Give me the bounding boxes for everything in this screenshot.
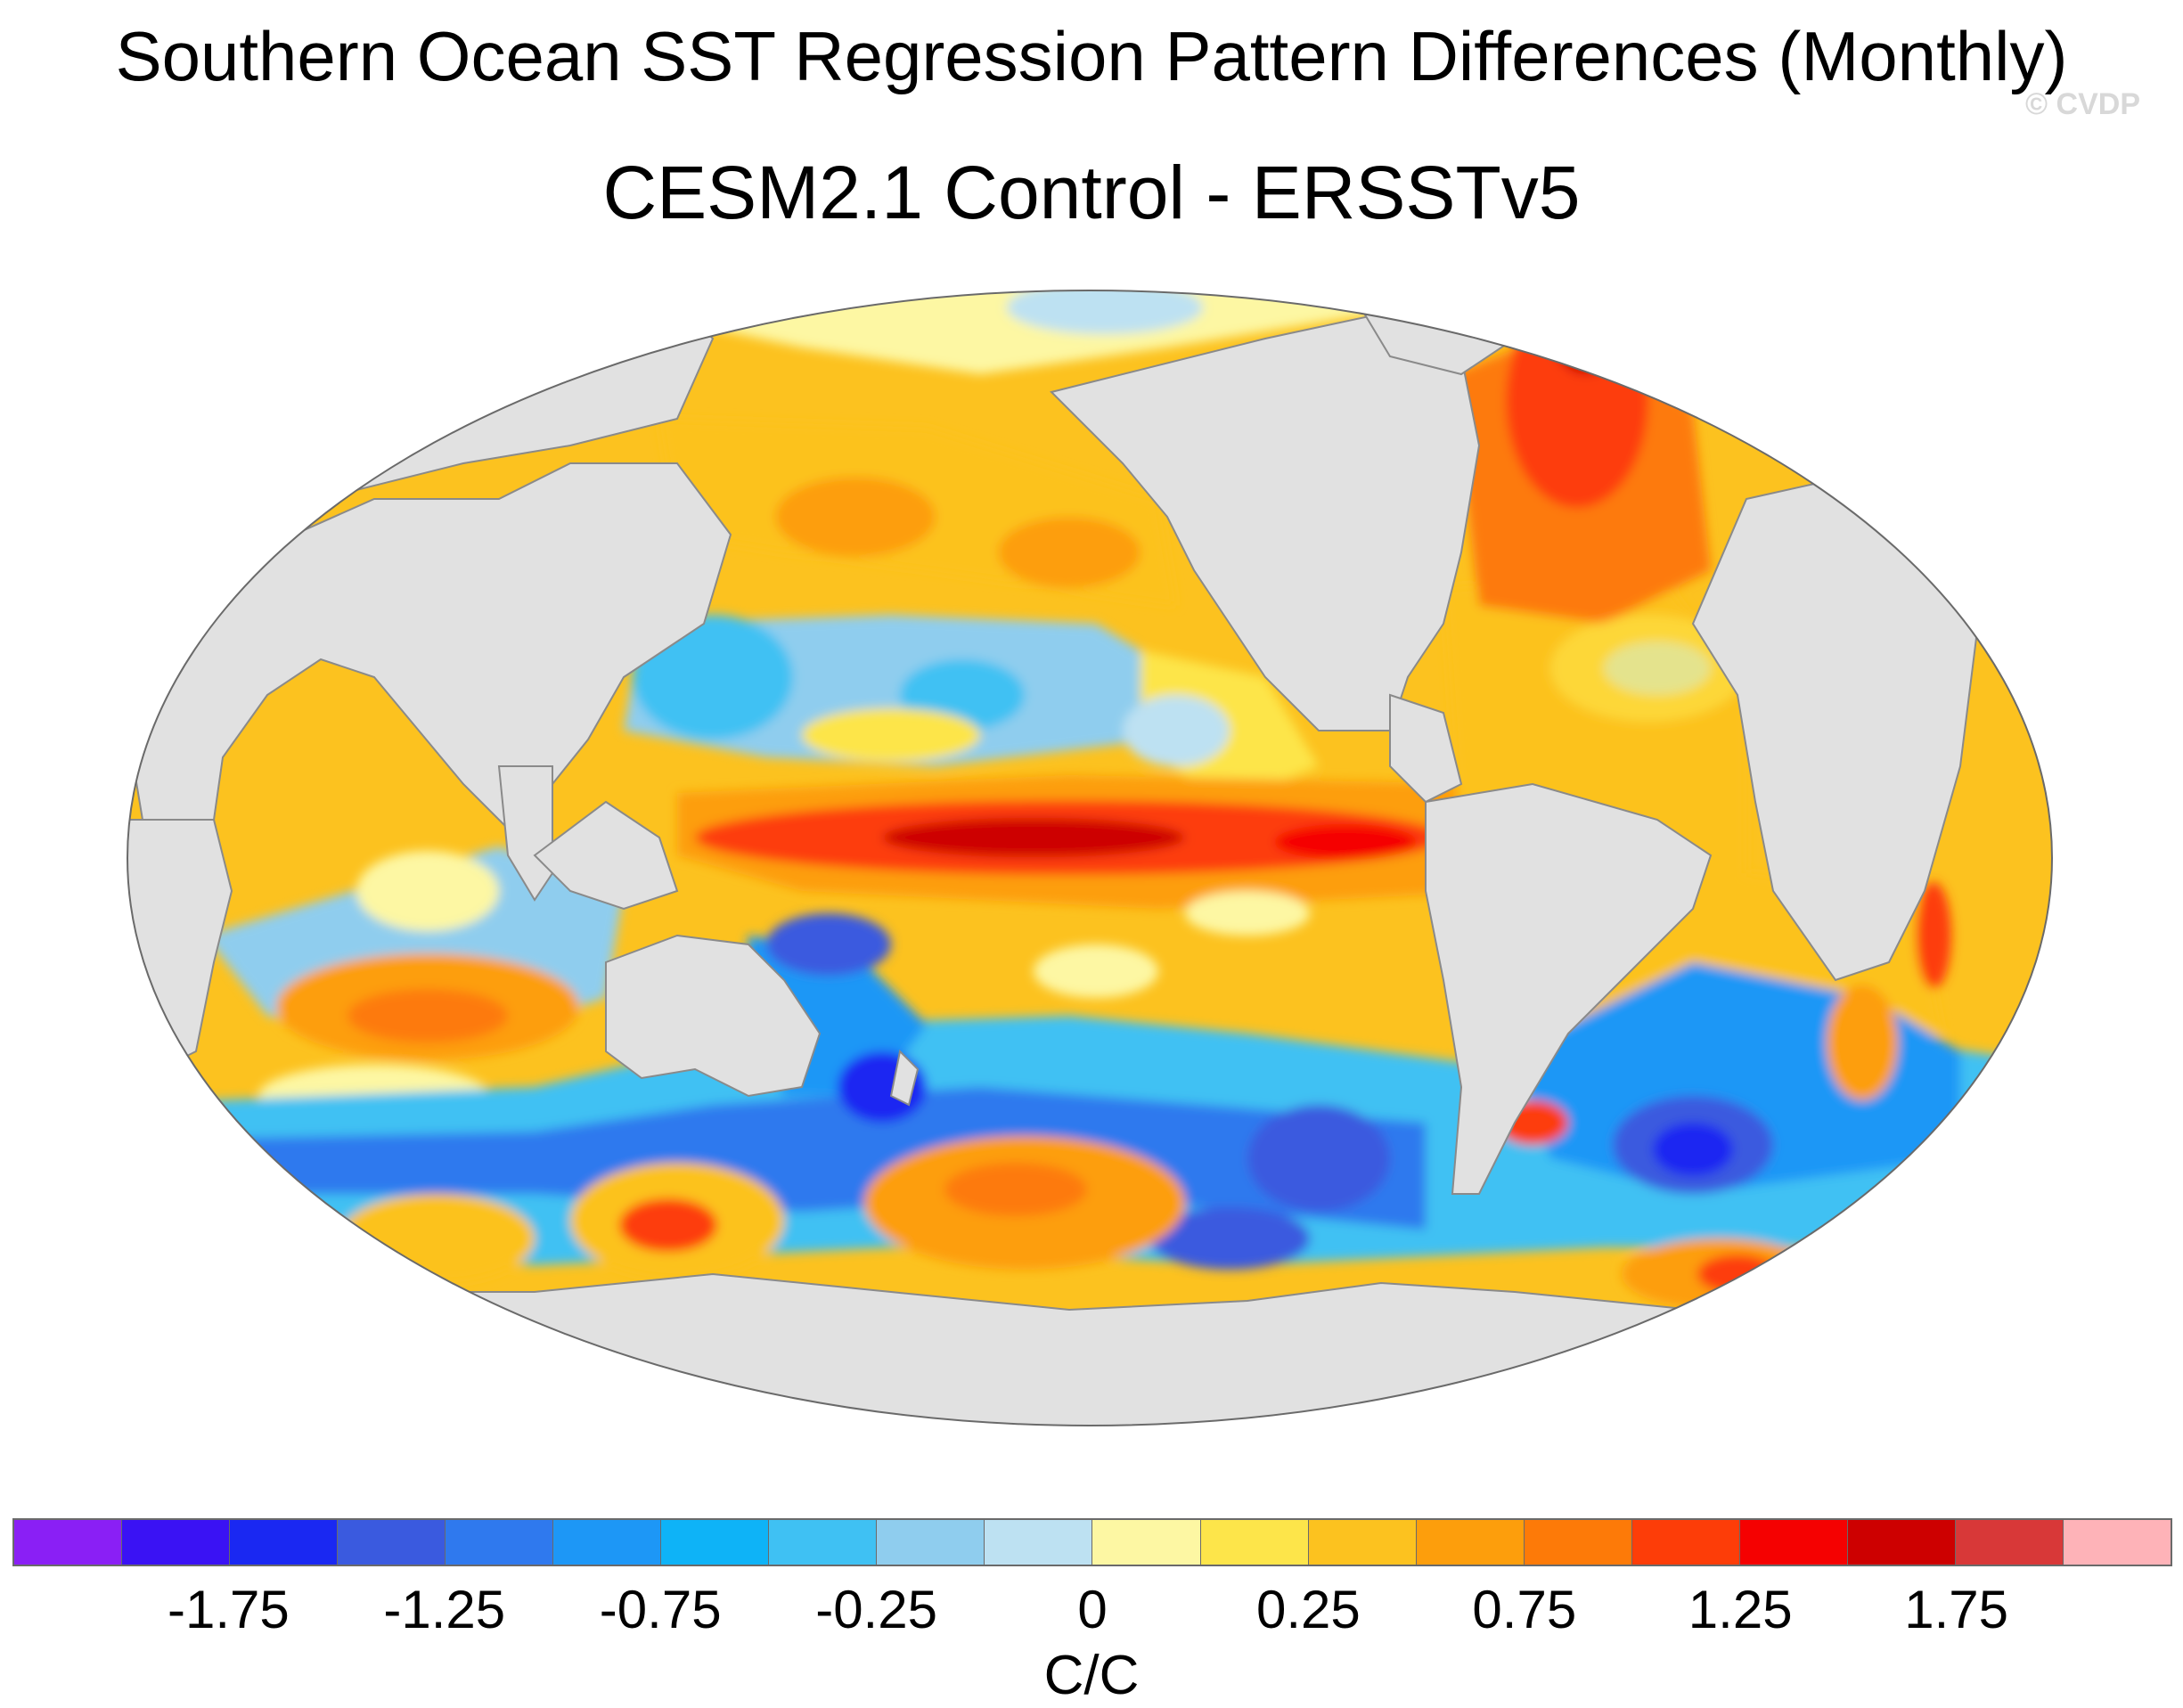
western-pacific-cool bbox=[633, 615, 793, 740]
colorbar-box bbox=[1739, 1520, 1848, 1565]
colorbar-tick-label: -0.75 bbox=[599, 1580, 722, 1639]
colorbar bbox=[12, 1518, 2172, 1566]
colorbar-box bbox=[446, 1520, 554, 1565]
arctic-pale-band bbox=[499, 290, 1497, 374]
colorbar-box bbox=[2063, 1520, 2171, 1565]
colorbar-tick-label: -1.25 bbox=[383, 1580, 506, 1639]
labrador-red bbox=[1506, 294, 1648, 508]
colorbar-box bbox=[1200, 1520, 1309, 1565]
amundsen-core bbox=[1149, 1207, 1310, 1270]
figure-title: Southern Ocean SST Regression Pattern Di… bbox=[115, 17, 2068, 95]
central-america bbox=[1389, 693, 1463, 804]
colorbar-box bbox=[985, 1520, 1093, 1565]
antarctica bbox=[127, 1272, 2052, 1426]
subtropical-yellow-strip bbox=[802, 708, 980, 762]
south-america bbox=[1425, 782, 1713, 1195]
south-indian-core bbox=[347, 989, 508, 1042]
colorbar-box bbox=[1416, 1520, 1525, 1565]
colorbar-box bbox=[1847, 1520, 1956, 1565]
colorbar-box bbox=[769, 1520, 878, 1565]
india bbox=[497, 765, 553, 902]
coral-sea-core bbox=[766, 913, 891, 976]
colorbar-box bbox=[1631, 1520, 1740, 1565]
south-indian-red-core bbox=[619, 1198, 717, 1252]
colorbar-box bbox=[1308, 1520, 1417, 1565]
colorbar-box bbox=[122, 1520, 231, 1565]
benguela-red bbox=[1916, 882, 1951, 989]
east-pacific-pale bbox=[1185, 891, 1310, 936]
southwest-indian-warm bbox=[339, 1194, 535, 1283]
colorbar-units: C/C bbox=[1043, 1645, 1140, 1706]
colorbar-tick-label: 1.75 bbox=[1904, 1580, 2008, 1639]
south-pacific-warm-core bbox=[944, 1163, 1087, 1216]
colorbar-box bbox=[1955, 1520, 2064, 1565]
colorbar-tick-label: 0.25 bbox=[1256, 1580, 1361, 1639]
map-subtitle: CESM2.1 Control - ERSSTv5 bbox=[602, 151, 1581, 234]
colorbar-tick-label: 1.25 bbox=[1688, 1580, 1793, 1639]
colorbar-tick-label: 0 bbox=[1077, 1580, 1108, 1639]
colorbar-box bbox=[338, 1520, 446, 1565]
copyright-label: © CVDP bbox=[2025, 87, 2140, 121]
colorbar-box bbox=[1524, 1520, 1632, 1565]
southeast-atlantic-warm bbox=[1827, 985, 1898, 1100]
north-pacific-orange-1 bbox=[775, 477, 936, 557]
colorbar-tick-label: 0.75 bbox=[1472, 1580, 1577, 1639]
australia bbox=[605, 934, 822, 1098]
subtropical-atlantic-yellow bbox=[1550, 615, 1746, 722]
colorbar-box bbox=[553, 1520, 662, 1565]
colorbar-box bbox=[877, 1520, 985, 1565]
southeast-pacific-core bbox=[1247, 1105, 1390, 1212]
labrador-core bbox=[1550, 290, 1622, 374]
southeast-asia bbox=[533, 800, 679, 911]
colorbar-tick-label: -0.25 bbox=[815, 1580, 937, 1639]
colorbar-box bbox=[230, 1520, 339, 1565]
barents-warm-patch bbox=[526, 290, 624, 339]
north-pacific-orange-2 bbox=[998, 517, 1141, 588]
colorbar-box bbox=[661, 1520, 770, 1565]
colorbar-box bbox=[14, 1520, 123, 1565]
map-border bbox=[127, 290, 2053, 1426]
east-pacific-cool-patch bbox=[1123, 695, 1230, 766]
arabian-sea-pale bbox=[356, 851, 499, 931]
equatorial-core bbox=[882, 818, 1185, 857]
east-equatorial-core bbox=[1274, 824, 1417, 860]
new-zealand bbox=[889, 1049, 920, 1107]
south-atlantic-core bbox=[1653, 1123, 1733, 1176]
colorbar-box bbox=[1092, 1520, 1201, 1565]
agulhas-red-core bbox=[1697, 1254, 1778, 1294]
arctic-cool-patch bbox=[1007, 290, 1203, 334]
colorbar-tick-label: -1.75 bbox=[168, 1580, 290, 1639]
south-pacific-pale bbox=[1034, 944, 1158, 998]
